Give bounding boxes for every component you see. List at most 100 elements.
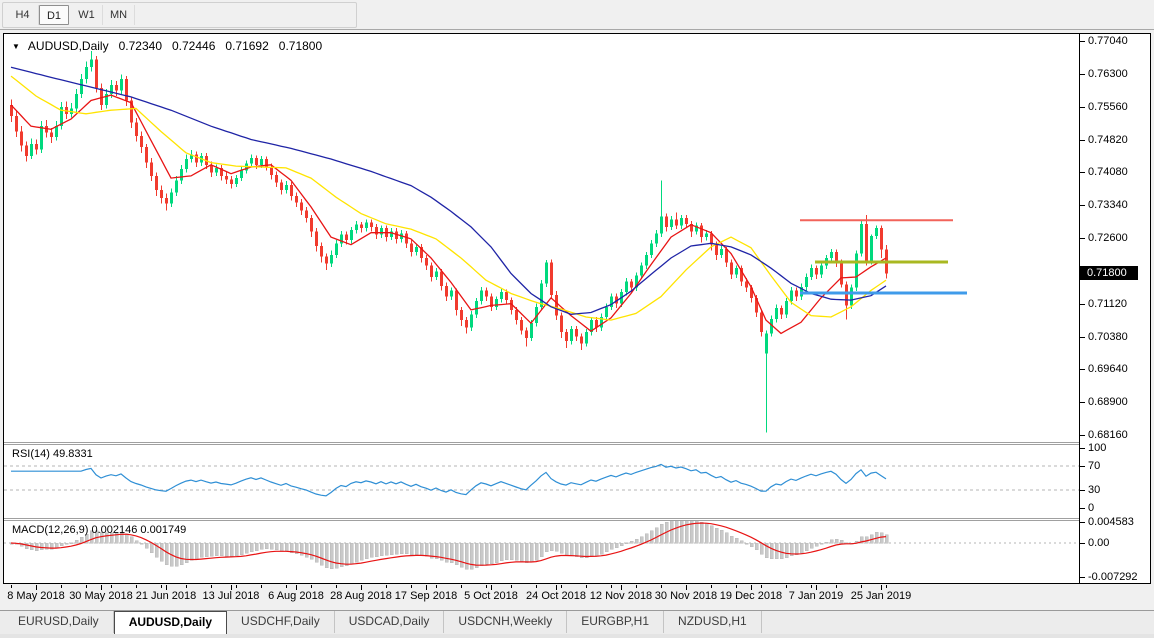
macd-indicator-label: MACD(12,26,9) 0.002146 0.001749	[12, 524, 186, 536]
minor-tick	[836, 585, 837, 588]
date-axis-label: 28 Aug 2018	[330, 590, 392, 602]
major-tick	[491, 585, 492, 590]
timeframe-button-d1[interactable]: D1	[39, 5, 69, 25]
ma-medium	[10, 75, 887, 321]
price-axis-label: 0.69640	[1080, 363, 1128, 375]
major-tick	[101, 585, 102, 590]
minor-tick	[436, 585, 437, 588]
minor-tick	[186, 585, 187, 588]
timeframe-button-h4[interactable]: H4	[7, 5, 39, 25]
date-axis-label: 19 Dec 2018	[719, 590, 783, 602]
main-chart-canvas[interactable]	[4, 34, 1079, 442]
major-tick	[296, 585, 297, 590]
symbol-dropdown-icon[interactable]: ▼	[12, 41, 20, 51]
date-axis-label: 8 May 2018	[7, 590, 65, 602]
minor-tick	[711, 585, 712, 588]
date-axis-label: 17 Sep 2018	[394, 590, 458, 602]
ma-fast	[10, 94, 887, 335]
minor-tick	[11, 585, 12, 588]
minor-tick	[811, 585, 812, 588]
chart-window: 0.77040 0.76300 0.75560 0.74820 0.74080 0.733…	[3, 33, 1151, 584]
minor-tick	[611, 585, 612, 588]
timeframe-button-w1[interactable]: W1	[71, 5, 103, 25]
rsi-canvas[interactable]	[4, 445, 1079, 518]
timeframe-button-group: H4 D1 W1 MN	[2, 2, 357, 28]
date-axis-label: 12 Nov 2018	[589, 590, 653, 602]
macd-canvas[interactable]	[4, 521, 1079, 583]
rsi-name: RSI(14)	[12, 448, 50, 460]
macd-name: MACD(12,26,9)	[12, 524, 89, 536]
chart-tab-usdchf-daily[interactable]: USDCHF,Daily	[227, 611, 335, 633]
minor-tick	[136, 585, 137, 588]
price-axis-label: 0.74080	[1080, 166, 1128, 178]
price-axis-label: 0.68160	[1080, 429, 1128, 441]
minor-tick	[861, 585, 862, 588]
price-axis[interactable]: 0.77040 0.76300 0.75560 0.74820 0.74080 0.733…	[1079, 34, 1150, 583]
chart-tab-nzdusd-h1[interactable]: NZDUSD,H1	[664, 611, 762, 633]
chart-tab-usdcnh-weekly[interactable]: USDCNH,Weekly	[444, 611, 568, 633]
price-axis-label: 0.68900	[1080, 396, 1128, 408]
timeframe-button-mn[interactable]: MN	[103, 5, 135, 25]
major-tick	[361, 585, 362, 590]
price-axis-label: 0.70380	[1080, 331, 1128, 343]
chart-tab-eurusd-daily[interactable]: EURUSD,Daily	[4, 611, 114, 633]
minor-tick	[261, 585, 262, 588]
macd-axis-label: -0.007292	[1080, 571, 1138, 583]
quote-high: 0.72446	[172, 39, 216, 53]
minor-tick	[411, 585, 412, 588]
panel-splitter[interactable]	[4, 442, 1150, 445]
minor-tick	[536, 585, 537, 588]
date-axis[interactable]: 8 May 2018 30 May 2018 21 Jun 2018 13 Jul 2…	[3, 585, 1151, 610]
major-tick	[166, 585, 167, 590]
chart-tab-audusd-daily[interactable]: AUDUSD,Daily	[113, 611, 228, 634]
minor-tick	[561, 585, 562, 588]
minor-tick	[86, 585, 87, 588]
minor-tick	[211, 585, 212, 588]
rsi-axis-label: 30	[1079, 484, 1101, 496]
timeframe-toolbar: H4 D1 W1 MN	[0, 0, 1154, 30]
minor-tick	[461, 585, 462, 588]
rsi-indicator-label: RSI(14) 49.8331	[12, 448, 93, 460]
quote-open: 0.72340	[118, 39, 162, 53]
quote-low: 0.71692	[225, 39, 269, 53]
date-axis-label: 13 Jul 2018	[202, 590, 260, 602]
candles	[10, 50, 888, 433]
minor-tick	[386, 585, 387, 588]
major-tick	[686, 585, 687, 590]
ma-slow	[10, 66, 887, 315]
price-axis-label: 0.72600	[1080, 232, 1128, 244]
minor-tick	[311, 585, 312, 588]
price-axis-label: 0.76300	[1080, 68, 1128, 80]
minor-tick	[786, 585, 787, 588]
minor-tick	[161, 585, 162, 588]
macd-axis-label: 0.00	[1079, 537, 1110, 549]
minor-tick	[61, 585, 62, 588]
date-axis-label: 21 Jun 2018	[135, 590, 197, 602]
macd-signal-line	[10, 522, 887, 566]
rsi-axis-label: 0	[1079, 502, 1095, 514]
macd-histogram	[9, 521, 889, 570]
minor-tick	[511, 585, 512, 588]
chart-tab-bar: EURUSD,Daily AUDUSD,Daily USDCHF,Daily USDC…	[0, 610, 1154, 634]
date-axis-label: 7 Jan 2019	[788, 590, 844, 602]
chart-tab-eurgbp-h1[interactable]: EURGBP,H1	[567, 611, 665, 633]
major-tick	[621, 585, 622, 590]
window-bottom-edge	[0, 634, 1154, 638]
major-tick	[556, 585, 557, 590]
minor-tick	[661, 585, 662, 588]
date-axis-label: 30 Nov 2018	[654, 590, 718, 602]
price-axis-label: 0.73340	[1080, 199, 1128, 211]
panel-splitter[interactable]	[4, 518, 1150, 521]
price-axis-label: 0.74820	[1080, 134, 1128, 146]
major-tick	[36, 585, 37, 590]
chart-tab-usdcad-daily[interactable]: USDCAD,Daily	[335, 611, 445, 633]
chart-title: ▼ AUDUSD,Daily 0.72340 0.72446 0.71692 0…	[12, 39, 322, 53]
macd-values: 0.002146 0.001749	[91, 524, 187, 536]
major-tick	[231, 585, 232, 590]
major-tick	[881, 585, 882, 590]
symbol-name: AUDUSD,Daily	[27, 39, 109, 53]
rsi-value: 49.8331	[52, 448, 93, 460]
minor-tick	[111, 585, 112, 588]
date-axis-label: 5 Oct 2018	[464, 590, 518, 602]
minor-tick	[286, 585, 287, 588]
